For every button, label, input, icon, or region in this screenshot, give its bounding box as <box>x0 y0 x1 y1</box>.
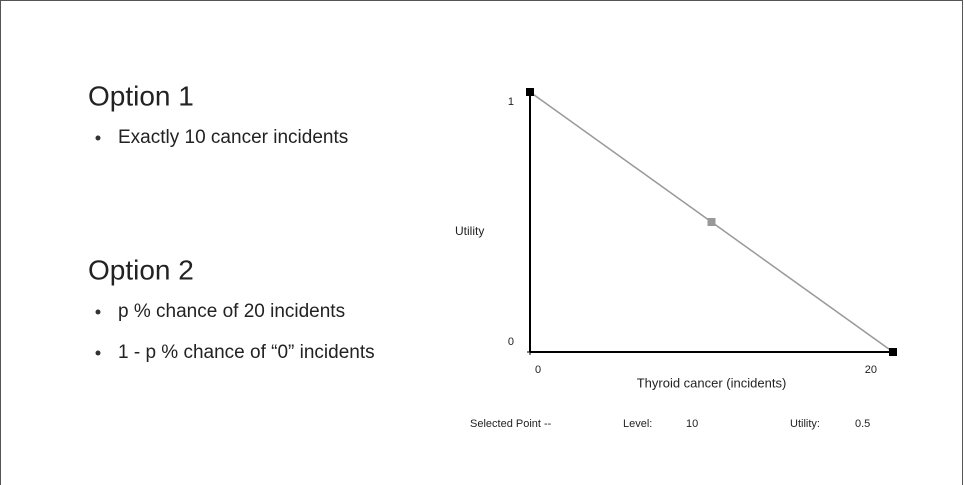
bullet-text: 1 - p % chance of “0” incidents <box>118 342 375 363</box>
bullet-text: p % chance of 20 incidents <box>118 301 345 322</box>
x-tick-label: 20 <box>865 364 877 376</box>
utility-value: 0.5 <box>855 418 870 430</box>
point <box>889 348 897 356</box>
option-title: Option 1 <box>88 80 194 111</box>
bullet <box>95 350 101 356</box>
y-axis-label: Utility <box>455 224 484 238</box>
level-label: Level: <box>623 418 652 430</box>
bullet <box>95 309 101 315</box>
x-axis-label: Thyroid cancer (incidents) <box>637 375 787 390</box>
point <box>526 88 534 96</box>
point <box>707 218 716 226</box>
selected-label: Selected Point -- <box>470 418 552 430</box>
y-tick-label: 0 <box>508 336 514 348</box>
level-value: 10 <box>686 418 698 430</box>
x-tick-label: 0 <box>535 364 541 376</box>
bullet-text: Exactly 10 cancer incidents <box>118 127 348 148</box>
utility-label: Utility: <box>790 418 820 430</box>
y-tick-label: 1 <box>508 96 514 108</box>
option-title: Option 2 <box>88 254 194 285</box>
bullet <box>95 135 101 141</box>
